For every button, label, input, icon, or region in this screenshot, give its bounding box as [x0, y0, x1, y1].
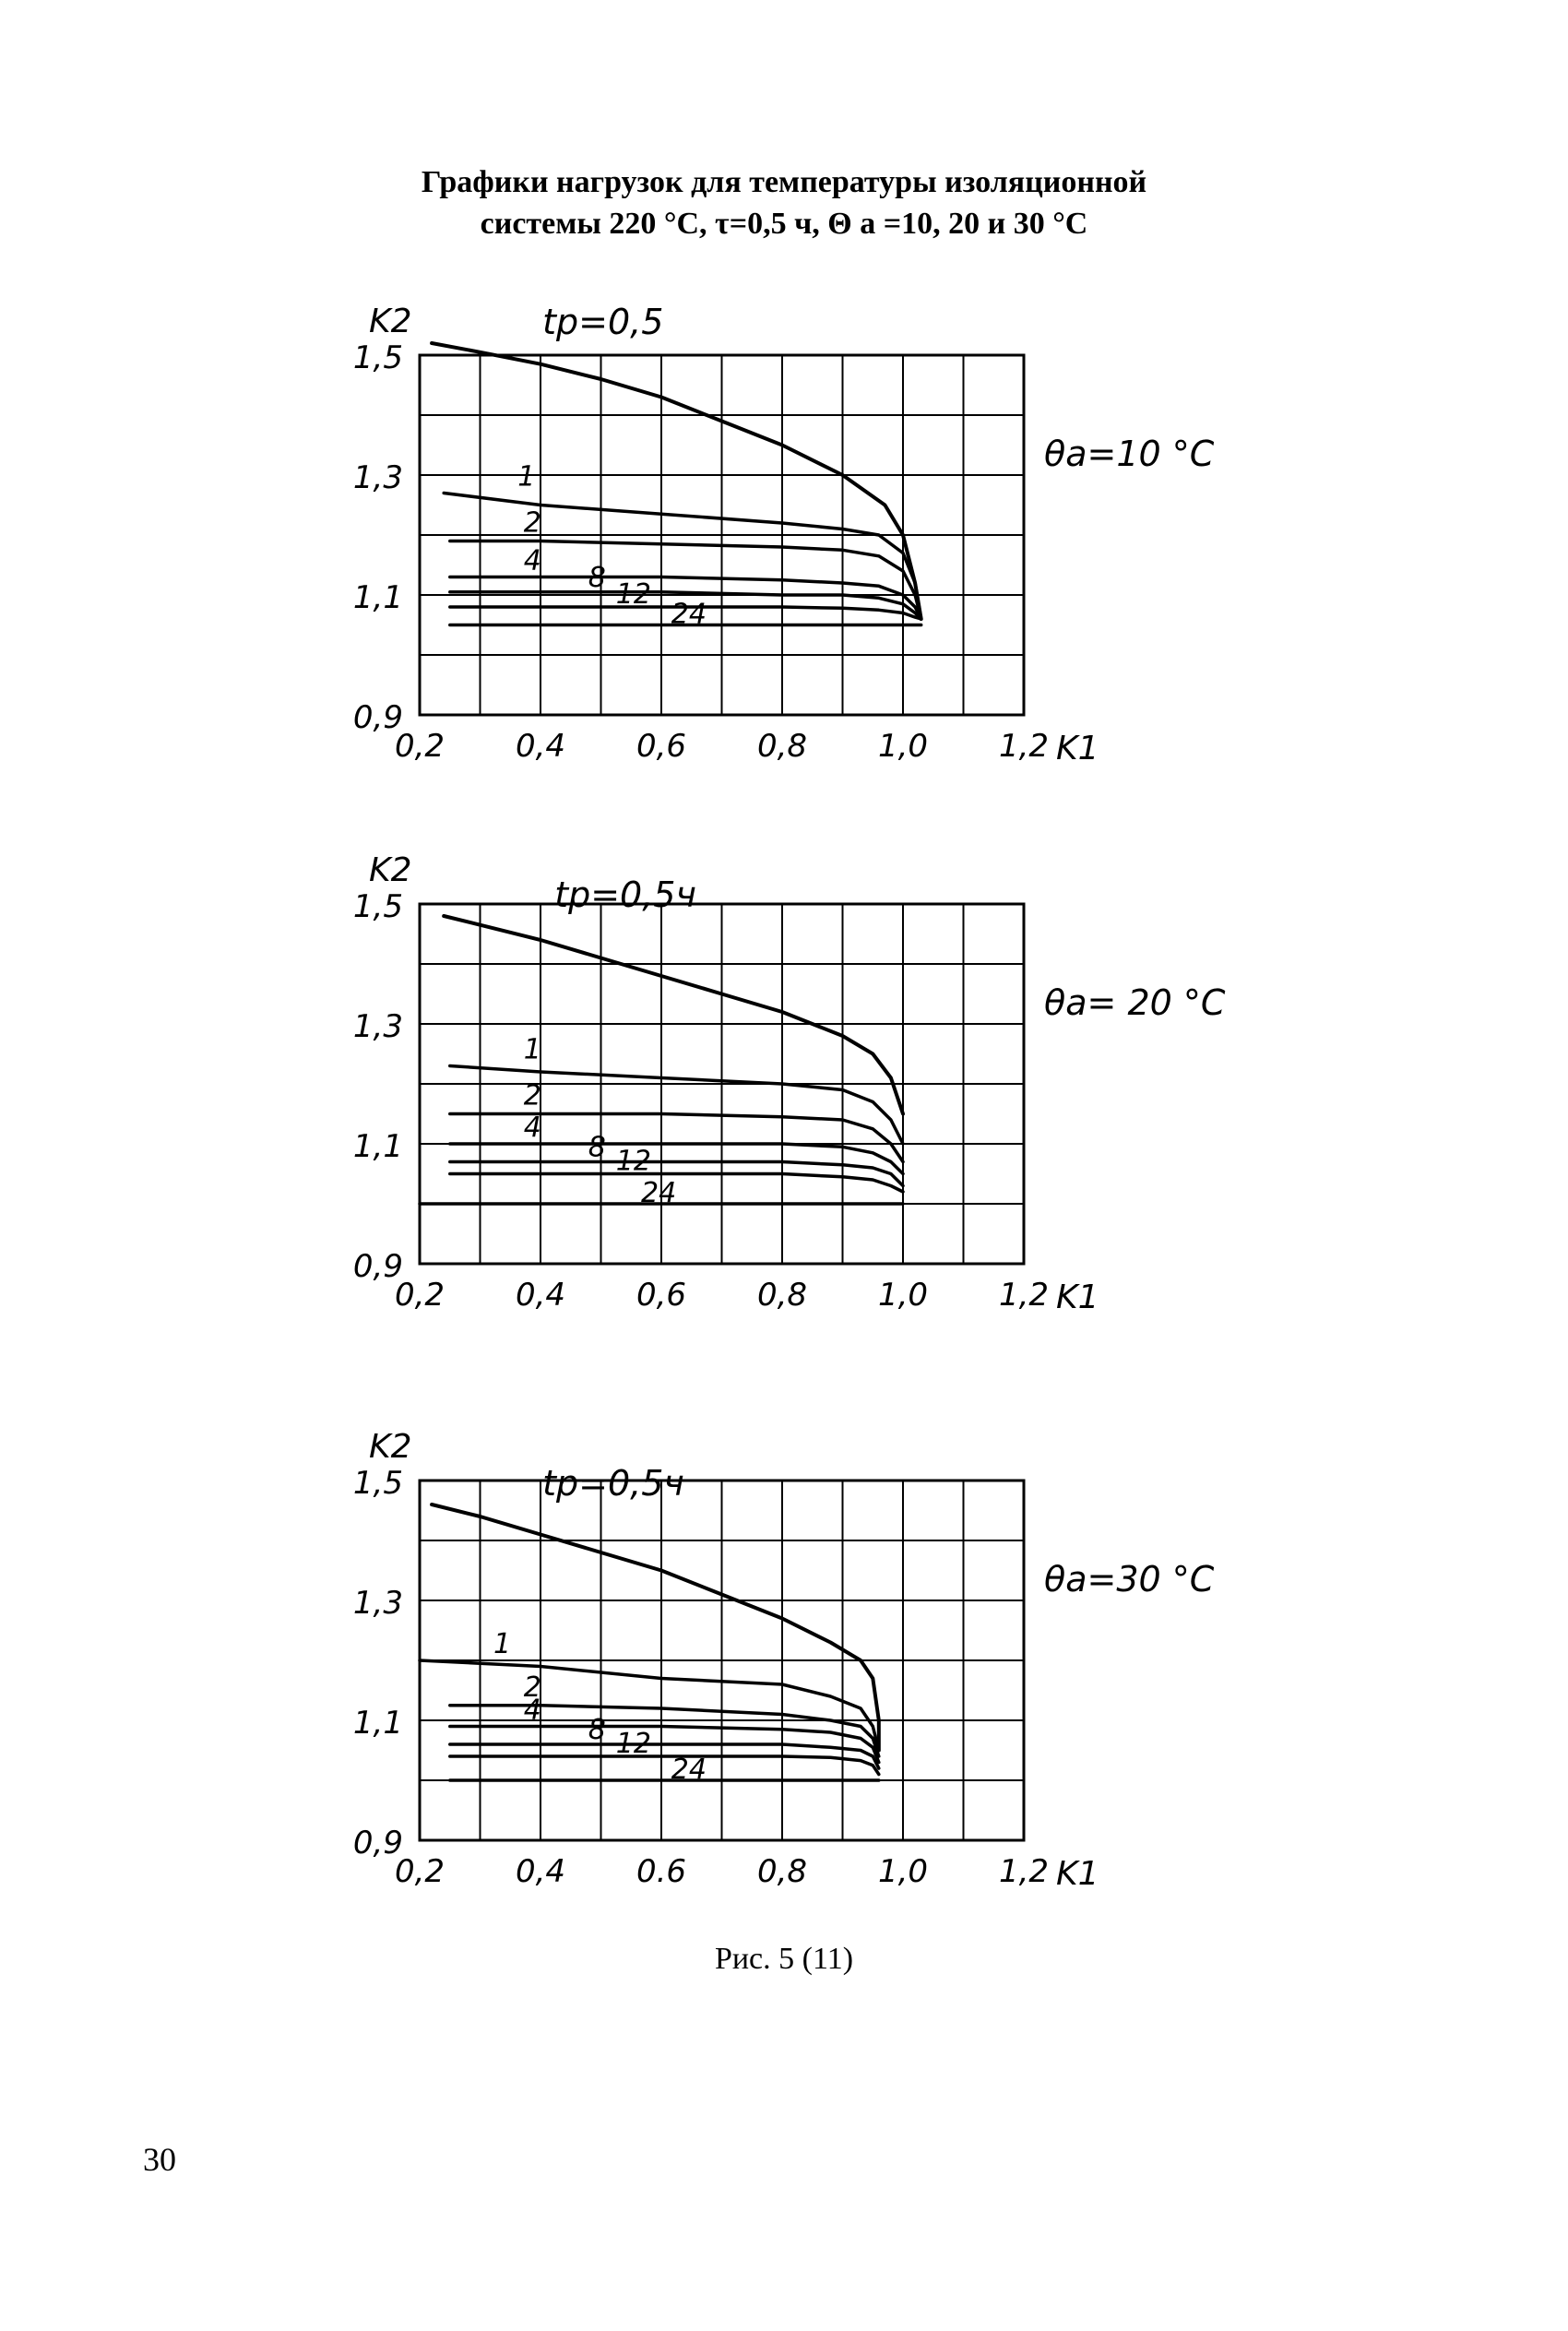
series-line-12 [448, 605, 923, 621]
series-label: 24 [671, 1754, 707, 1786]
series-line-2 [448, 1704, 881, 1758]
plot-frame [418, 353, 1026, 717]
series-line-8 [448, 1160, 905, 1188]
x-axis-label: K1 [1056, 1855, 1099, 1893]
series-line-tp05 [442, 914, 905, 1116]
series-label: 24 [671, 599, 707, 631]
figure-caption: Рис. 5 (11) [714, 1942, 854, 1976]
y-tick-label: 1,3 [353, 459, 403, 496]
series-label: tp=0,5 [542, 302, 663, 342]
y-tick-label: 0,9 [353, 1825, 403, 1861]
series-label: 24 [641, 1177, 676, 1209]
chart-panel-1: 1,5 1,3 1,1 0,90,2 0,4 0,6 0,8 1,0 1,2 K2 K1 θa=10 … [353, 302, 1215, 767]
series-line-12 [448, 1754, 881, 1777]
x-tick-label: 0,2 [395, 728, 445, 765]
series-line-tp05 [430, 1503, 881, 1753]
x-tick-label: 1,0 [878, 1277, 928, 1314]
panel-label: θa= 20 °C [1044, 982, 1226, 1023]
series-label: 1 [517, 461, 535, 494]
series-label: 12 [616, 1728, 651, 1760]
series-label: 2 [524, 1671, 541, 1704]
series-label: 8 [588, 1714, 606, 1746]
x-tick-label: 0.6 [636, 1853, 686, 1890]
panel-label: θa=10 °C [1044, 434, 1215, 474]
y-tick-label: 0,9 [353, 699, 403, 736]
y-tick-label: 1,3 [353, 1008, 403, 1045]
figure-title-line-2: системы 220 °С, τ=0,5 ч, Θ a =10, 20 и 3… [480, 207, 1088, 241]
y-axis-label: K2 [369, 303, 412, 340]
series-label: 4 [524, 545, 541, 577]
series-line-12 [448, 1171, 905, 1194]
y-tick-label: 1,3 [353, 1585, 403, 1622]
series-label: tp=0,5ч [542, 1463, 684, 1504]
series-line-1 [442, 491, 923, 621]
x-tick-label: 0,6 [636, 1277, 686, 1314]
series-line-tp05 [430, 341, 923, 621]
x-axis-label: K1 [1056, 1278, 1099, 1316]
y-tick-label: 1,5 [353, 339, 403, 376]
x-tick-label: 0,4 [516, 728, 565, 765]
series-label: 1 [493, 1628, 511, 1660]
series-line-4 [448, 575, 923, 621]
y-tick-label: 0,9 [353, 1248, 403, 1285]
series-line-8 [448, 590, 923, 621]
y-tick-label: 1,1 [353, 579, 403, 616]
series-label: 12 [616, 578, 651, 611]
y-tick-label: 1,5 [353, 888, 403, 925]
y-tick-label: 1,1 [353, 1705, 403, 1742]
series-line-1 [418, 1659, 881, 1753]
y-axis-label: K2 [369, 851, 412, 889]
y-axis-label: K2 [369, 1428, 412, 1466]
x-tick-label: 0,4 [516, 1853, 565, 1890]
y-tick-label: 1,5 [353, 1465, 403, 1502]
series-label: 1 [524, 1034, 541, 1066]
chart-panel-2: 1,5 1,3 1,1 0,90,2 0,4 0,6 0,8 1,0 1,2 K2 K1 θa= 20… [353, 851, 1226, 1316]
series-label: 4 [524, 1695, 541, 1727]
plot-frame [418, 902, 1026, 1266]
series-label: 2 [524, 1080, 541, 1112]
x-tick-label: 1,2 [999, 728, 1049, 765]
series-label: 2 [524, 507, 541, 540]
x-tick-label: 0,2 [395, 1277, 445, 1314]
series-label: 4 [524, 1112, 541, 1144]
figure-title-line-1: Графики нагрузок для температуры изоляци… [421, 165, 1147, 199]
series-line-4 [448, 1724, 881, 1765]
x-tick-label: 0,4 [516, 1277, 565, 1314]
panel-label: θa=30 °C [1044, 1559, 1215, 1600]
series-line-2 [448, 539, 923, 621]
y-tick-label: 1,1 [353, 1128, 403, 1165]
x-tick-label: 1,0 [878, 1853, 928, 1890]
chart-panel-3: 1,5 1,3 1,1 0,90,2 0,4 0.6 0,8 1,0 1,2 K2 K1 θa=30 … [353, 1428, 1215, 1893]
series-line-8 [448, 1742, 881, 1770]
series-label: tp=0,5ч [554, 874, 696, 915]
x-tick-label: 0,8 [757, 728, 807, 765]
page-number: 30 [143, 2141, 176, 2178]
x-tick-label: 0,8 [757, 1853, 807, 1890]
x-axis-label: K1 [1056, 730, 1099, 767]
x-tick-label: 1,0 [878, 728, 928, 765]
series-line-4 [448, 1142, 905, 1176]
x-tick-label: 0,8 [757, 1277, 807, 1314]
series-label: 8 [588, 562, 606, 594]
x-tick-label: 1,2 [999, 1277, 1049, 1314]
series-line-2 [448, 1112, 905, 1164]
series-line-1 [448, 1064, 905, 1146]
series-label: 8 [588, 1132, 606, 1164]
series-label: 12 [616, 1146, 651, 1178]
x-tick-label: 1,2 [999, 1853, 1049, 1890]
x-tick-label: 0,6 [636, 728, 686, 765]
x-tick-label: 0,2 [395, 1853, 445, 1890]
figure-title: Графики нагрузок для температуры изоляци… [0, 161, 1568, 244]
